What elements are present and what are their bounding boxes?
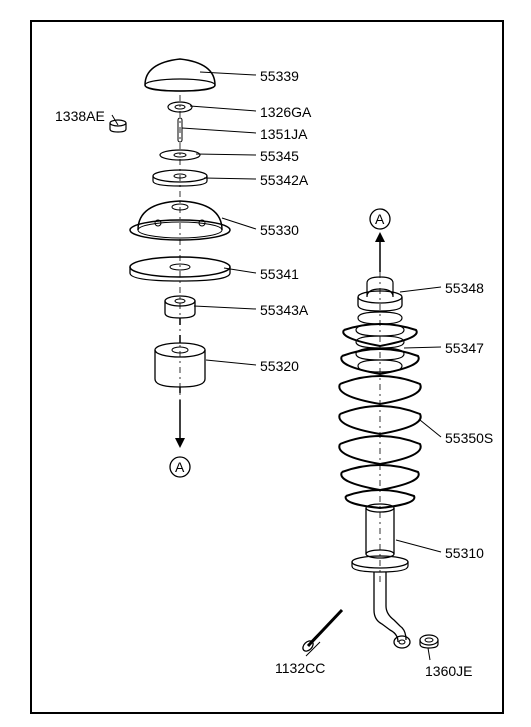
label-55342A: 55342A xyxy=(260,172,308,188)
label-55341: 55341 xyxy=(260,266,299,282)
label-55330: 55330 xyxy=(260,222,299,238)
label-1326GA: 1326GA xyxy=(260,104,311,120)
label-55343A: 55343A xyxy=(260,302,308,318)
label-1338AE: 1338AE xyxy=(55,108,105,124)
label-A-left: A xyxy=(175,459,184,475)
label-55339: 55339 xyxy=(260,68,299,84)
label-55310: 55310 xyxy=(445,545,484,561)
label-A-right: A xyxy=(375,211,384,227)
label-55350S: 55350S xyxy=(445,430,493,446)
label-1132CC: 1132CC xyxy=(275,660,325,676)
label-55345: 55345 xyxy=(260,148,299,164)
label-1360JE: 1360JE xyxy=(425,663,472,679)
label-55348: 55348 xyxy=(445,280,484,296)
label-55320: 55320 xyxy=(260,358,299,374)
label-1351JA: 1351JA xyxy=(260,126,307,142)
label-55347: 55347 xyxy=(445,340,484,356)
